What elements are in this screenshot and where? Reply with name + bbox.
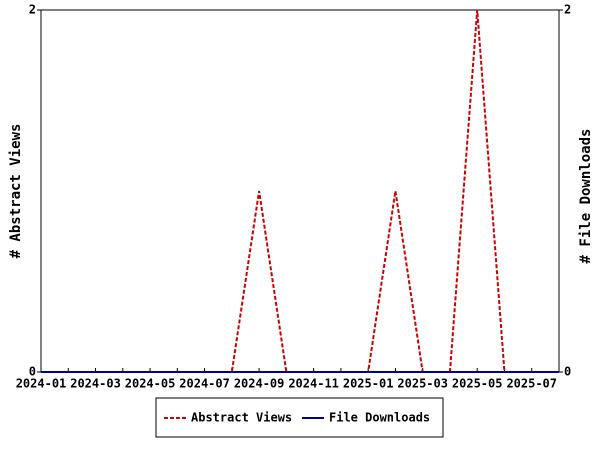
- legend-box: [155, 397, 444, 438]
- y2-tick-label: 0: [564, 365, 571, 379]
- x-tick-label: 2025-07: [506, 377, 557, 391]
- x-tick-label: 2024-07: [179, 377, 230, 391]
- x-tick-label: 2024-01: [16, 377, 67, 391]
- x-tick-label: 2024-11: [288, 377, 339, 391]
- x-tick-label: 2024-03: [70, 377, 121, 391]
- legend-label: File Downloads: [329, 411, 430, 425]
- x-tick-label: 2024-09: [234, 377, 285, 391]
- y-tick-label: 0: [29, 365, 36, 379]
- y2-tick-label: 2: [564, 3, 571, 17]
- legend-label: Abstract Views: [191, 411, 292, 425]
- y2-axis-label: # File Downloads: [578, 129, 594, 264]
- x-tick-label: 2025-03: [397, 377, 448, 391]
- y-tick-label: 2: [29, 3, 36, 17]
- x-tick-label: 2025-05: [452, 377, 503, 391]
- y-axis-label: # Abstract Views: [8, 124, 24, 259]
- x-tick-label: 2024-05: [125, 377, 176, 391]
- x-tick-label: 2025-01: [343, 377, 394, 391]
